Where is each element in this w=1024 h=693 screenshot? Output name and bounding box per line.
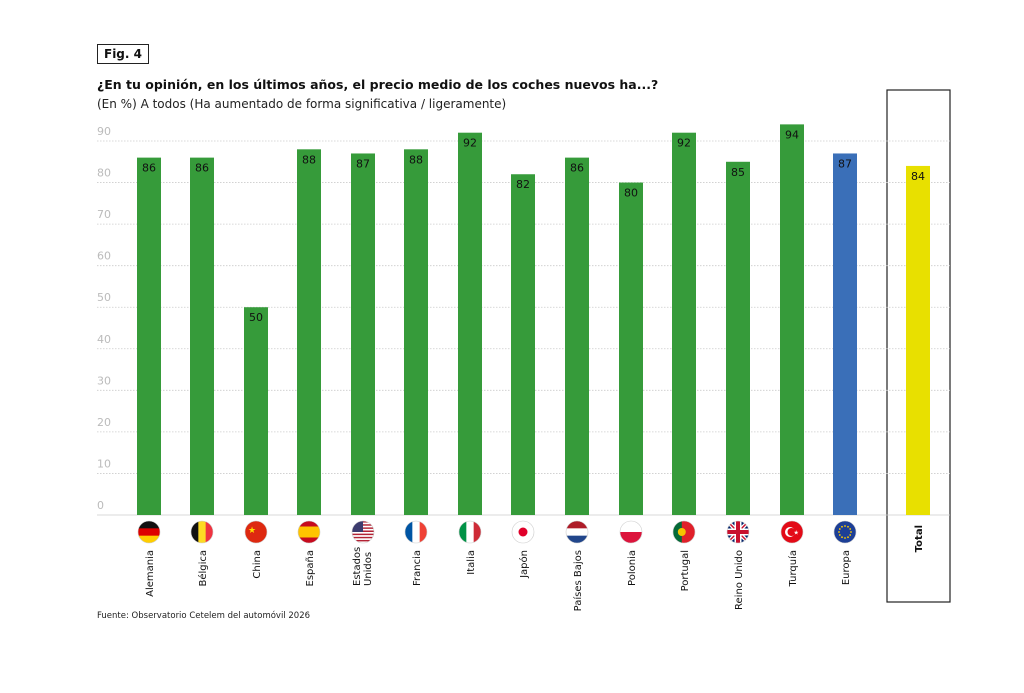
y-tick-label: 0 [97, 499, 104, 512]
data-label-italia: 92 [463, 137, 477, 150]
data-label-espana: 88 [302, 153, 316, 166]
bar-china [244, 307, 268, 515]
bar-group-francia: 88 Francia [404, 149, 428, 586]
x-tick-label-japon: Japón [518, 550, 530, 579]
bar-reino-unido [726, 161, 750, 515]
bar-estados-unidos [351, 153, 375, 515]
de-flag-icon [138, 521, 160, 543]
bar-francia [404, 149, 428, 516]
gb-flag-icon [727, 521, 749, 543]
data-label-turquia: 94 [785, 128, 799, 141]
y-tick-label: 90 [97, 125, 111, 138]
bar-italia [458, 132, 482, 515]
bar-group-estados-unidos: 87 EstadosUnidos [351, 153, 375, 586]
bar-group-paises-bajos: 86 Países Bajos [565, 157, 589, 611]
it-flag-icon [459, 521, 481, 543]
x-tick-label-belgica: Bélgica [197, 550, 209, 587]
y-tick-label: 30 [97, 374, 111, 387]
data-label-total: 84 [911, 170, 925, 183]
bar-group-japon: 82 Japón [511, 174, 535, 579]
bar-group-europa: 87 Europa [833, 153, 857, 585]
bar-group-china: 50 ★ China [244, 307, 268, 579]
data-label-europa: 87 [838, 157, 852, 170]
jp-flag-icon [512, 521, 534, 543]
bar-group-italia: 92 Italia [458, 132, 482, 575]
source-note: Fuente: Observatorio Cetelem del automóv… [97, 611, 311, 621]
y-tick-label: 20 [97, 416, 111, 429]
x-tick-label-polonia: Polonia [627, 550, 638, 586]
y-tick-label: 40 [97, 333, 111, 346]
data-label-reino-unido: 85 [731, 166, 745, 179]
y-tick-label: 60 [97, 250, 111, 263]
total-box [886, 89, 951, 603]
svg-text:★: ★ [794, 530, 799, 537]
x-tick-label-turquia: Turquía [787, 550, 799, 587]
bar-group-turquia: 94 ★ Turquía [780, 124, 804, 587]
data-label-francia: 88 [409, 153, 423, 166]
tr-flag-icon: ★ [781, 521, 803, 543]
bar-group-portugal: 92 Portugal [672, 132, 696, 591]
bar-polonia [619, 182, 643, 516]
bar-europa [833, 153, 857, 515]
data-label-belgica: 86 [195, 162, 209, 175]
y-tick-label: 70 [97, 208, 111, 221]
es-flag-icon [298, 521, 320, 543]
x-tick-label-francia: Francia [412, 550, 423, 586]
nl-flag-icon [566, 521, 588, 543]
y-tick-label: 80 [97, 167, 111, 180]
x-tick-label-europa: Europa [841, 550, 852, 585]
y-tick-label: 50 [97, 291, 111, 304]
chart-subtitle: (En %) A todos (Ha aumentado de forma si… [97, 97, 507, 111]
us-flag-icon [352, 521, 374, 543]
data-label-paises-bajos: 86 [570, 162, 584, 175]
y-tick-label: 10 [97, 457, 111, 470]
data-label-alemania: 86 [142, 162, 156, 175]
x-tick-label-china: China [252, 550, 263, 579]
bar-turquia [780, 124, 804, 515]
x-tick-label-alemania: Alemania [145, 550, 156, 597]
data-label-japon: 82 [516, 178, 530, 191]
x-tick-label-paises-bajos: Países Bajos [572, 550, 584, 611]
data-label-china: 50 [249, 311, 263, 324]
data-label-portugal: 92 [677, 137, 691, 150]
x-tick-label-portugal: Portugal [680, 550, 691, 591]
bar-group-alemania: 86 Alemania [137, 157, 161, 597]
bar-group-total: 84 Total [906, 165, 930, 552]
bar-portugal [672, 132, 696, 515]
bar-espana [297, 149, 321, 516]
bar-alemania [137, 157, 161, 515]
x-tick-label-italia: Italia [466, 550, 477, 575]
x-tick-label-espana: España [305, 550, 316, 586]
data-label-estados-unidos: 87 [356, 157, 370, 170]
x-tick-label-reino-unido: Reino Unido [734, 550, 745, 610]
bar-japon [511, 174, 535, 515]
pt-flag-icon [673, 521, 695, 543]
eu-flag-icon [834, 521, 856, 543]
bar-group-espana: 88 España [297, 149, 321, 586]
cn-flag-icon: ★ [245, 521, 267, 543]
x-tick-label-estados-unidos: EstadosUnidos [352, 547, 374, 586]
bar-total [906, 165, 930, 515]
bar-belgica [190, 157, 214, 515]
chart-title: ¿En tu opinión, en los últimos años, el … [97, 77, 659, 92]
data-label-polonia: 80 [624, 187, 638, 200]
be-flag-icon [191, 521, 213, 543]
x-tick-label-total: Total [914, 525, 925, 552]
bar-group-polonia: 80 Polonia [619, 182, 643, 586]
bar-group-reino-unido: 85 Reino Unido [726, 161, 750, 610]
pl-flag-icon [620, 521, 642, 543]
bar-group-belgica: 86 Bélgica [190, 157, 214, 587]
fr-flag-icon [405, 521, 427, 543]
figure-label: Fig. 4 [97, 44, 149, 64]
svg-text:★: ★ [248, 526, 256, 536]
bar-paises-bajos [565, 157, 589, 515]
